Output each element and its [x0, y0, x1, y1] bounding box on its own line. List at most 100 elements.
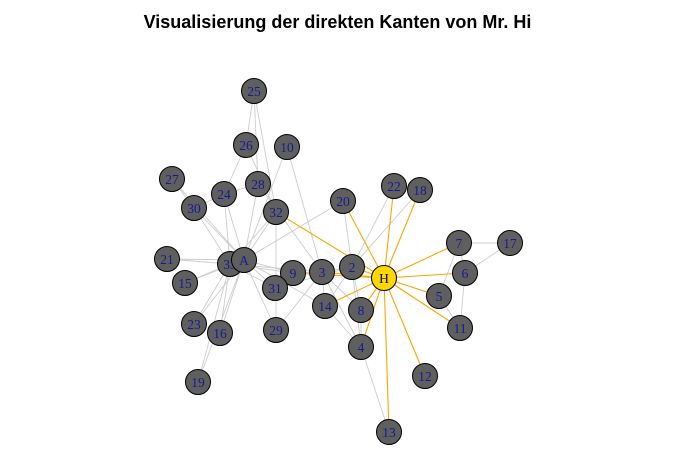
- node-14: 14: [312, 293, 338, 319]
- node-circle: [245, 171, 271, 197]
- node-26: 26: [233, 132, 259, 158]
- node-23: 23: [181, 311, 207, 337]
- node-25: 25: [241, 78, 267, 104]
- node-label: 11: [454, 321, 467, 336]
- node-circle: [412, 363, 438, 389]
- node-label: 16: [213, 326, 227, 341]
- node-27: 27: [159, 166, 185, 192]
- node-label: 13: [382, 425, 396, 440]
- node-label: 21: [160, 252, 174, 267]
- node-31: 31: [262, 275, 288, 301]
- node-circle: [312, 293, 338, 319]
- page-title: Visualisierung der direkten Kanten von M…: [143, 12, 532, 32]
- node-circle: [159, 166, 185, 192]
- node-label: 30: [187, 201, 201, 216]
- highlight-edge: [383, 277, 461, 329]
- node-label: 20: [336, 194, 350, 209]
- node-7: 7: [446, 230, 472, 256]
- node-circle: [348, 297, 374, 323]
- node-21: 21: [154, 246, 180, 272]
- node-circle: [309, 259, 335, 285]
- node-label: 23: [187, 317, 201, 332]
- node-5: 5: [426, 283, 452, 309]
- highlight-edge: [383, 272, 466, 279]
- node-16: 16: [207, 320, 233, 346]
- node-circle: [407, 177, 433, 203]
- node-label: 5: [436, 289, 443, 304]
- node-4: 4: [348, 334, 374, 360]
- node-circle: [274, 134, 300, 160]
- node-circle: [172, 270, 198, 296]
- node-label: 10: [280, 140, 294, 155]
- node-label: 15: [178, 276, 192, 291]
- highlight-edge: [383, 189, 421, 279]
- node-circle: [381, 173, 407, 199]
- highlight-edge: [383, 242, 460, 279]
- node-20: 20: [330, 188, 356, 214]
- node-label: 7: [456, 236, 463, 251]
- highlight-edge: [275, 211, 385, 279]
- node-circle: [371, 265, 397, 291]
- node-18: 18: [407, 177, 433, 203]
- node-circle: [263, 317, 289, 343]
- edge: [321, 271, 362, 348]
- node-A: A: [231, 247, 257, 273]
- node-6: 6: [452, 260, 478, 286]
- edge: [286, 146, 323, 273]
- node-32: 32: [263, 199, 289, 225]
- node-circle: [233, 132, 259, 158]
- node-label: 26: [239, 138, 253, 153]
- node-22: 22: [381, 173, 407, 199]
- node-9: 9: [280, 260, 306, 286]
- node-19: 19: [185, 369, 211, 395]
- node-8: 8: [348, 297, 374, 323]
- node-label: 31: [268, 281, 282, 296]
- node-circle: [339, 254, 365, 280]
- node-17: 17: [497, 230, 523, 256]
- node-circle: [452, 260, 478, 286]
- node-12: 12: [412, 363, 438, 389]
- node-label: 28: [251, 177, 265, 192]
- node-circle: [263, 199, 289, 225]
- node-label: 2: [349, 260, 356, 275]
- highlight-edge: [292, 272, 385, 279]
- node-label: H: [379, 271, 389, 286]
- node-circle: [185, 369, 211, 395]
- node-label: 8: [358, 303, 365, 318]
- highlight-edge: [383, 185, 395, 279]
- node-label: 14: [318, 299, 332, 314]
- node-label: 12: [418, 369, 432, 384]
- node-circle: [330, 188, 356, 214]
- node-circle: [241, 78, 267, 104]
- node-circle: [280, 260, 306, 286]
- node-circle: [262, 275, 288, 301]
- node-label: 18: [413, 183, 427, 198]
- node-circle: [154, 246, 180, 272]
- node-label: 3: [319, 265, 326, 280]
- node-label: 4: [358, 340, 365, 355]
- node-29: 29: [263, 317, 289, 343]
- node-circle: [426, 283, 452, 309]
- edge: [351, 189, 421, 268]
- node-label: 25: [247, 84, 261, 99]
- node-24: 24: [211, 181, 237, 207]
- node-circle: [348, 334, 374, 360]
- node-13: 13: [376, 419, 402, 445]
- highlight-edge: [383, 277, 426, 377]
- node-3: 3: [309, 259, 335, 285]
- node-circle: [446, 230, 472, 256]
- edge: [243, 146, 288, 261]
- node-label: 29: [269, 323, 283, 338]
- node-circle: [181, 311, 207, 337]
- node-15: 15: [172, 270, 198, 296]
- node-label: 17: [503, 236, 517, 251]
- node-label: 9: [290, 266, 297, 281]
- node-label: 6: [462, 266, 469, 281]
- edge: [171, 178, 245, 261]
- node-30: 30: [181, 195, 207, 221]
- node-label: 24: [217, 187, 231, 202]
- node-11: 11: [447, 315, 473, 341]
- node-H: H: [371, 265, 397, 291]
